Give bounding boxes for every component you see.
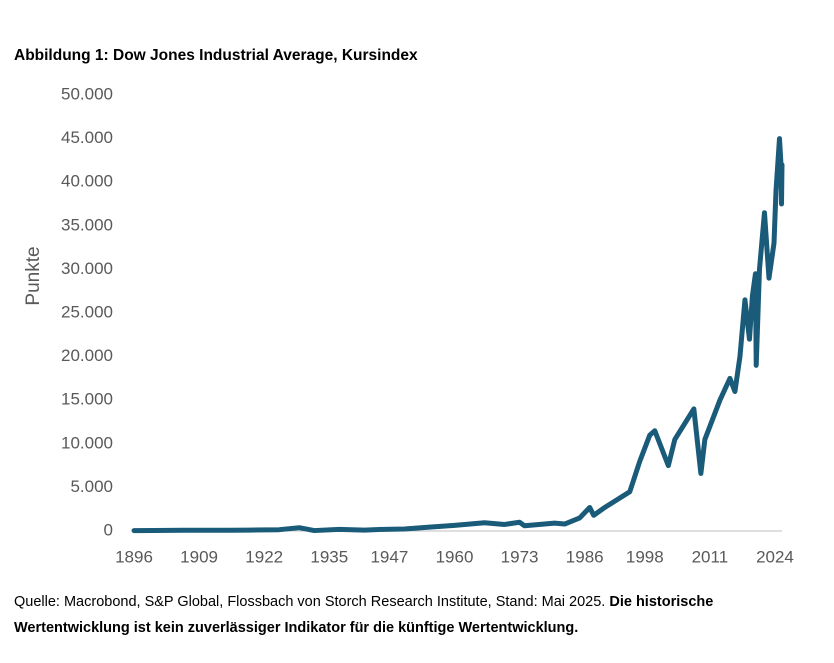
- y-tick-label: 15.000: [61, 390, 113, 409]
- x-tick-label: 2011: [692, 547, 729, 566]
- x-tick-label: 1947: [370, 547, 408, 566]
- x-tick-label: 1973: [501, 547, 539, 566]
- y-tick-label: 45.000: [61, 128, 113, 147]
- y-tick-label: 35.000: [61, 215, 113, 234]
- x-tick-label: 1986: [566, 547, 604, 566]
- x-tick-label: 1922: [245, 547, 283, 566]
- y-tick-label: 5.000: [70, 477, 113, 496]
- disclaimer-end: Wertentwicklung ist kein zuverlässiger I…: [14, 620, 578, 636]
- y-tick-label: 25.000: [61, 302, 113, 321]
- series-line: [131, 136, 785, 534]
- chart-title: Abbildung 1: Dow Jones Industrial Averag…: [14, 47, 418, 64]
- y-tick-label: 10.000: [61, 433, 113, 452]
- x-tick-label: 1998: [626, 547, 664, 566]
- y-tick-label: 20.000: [61, 346, 113, 365]
- y-axis-label: Punkte: [23, 246, 44, 305]
- y-tick-label: 50.000: [61, 84, 113, 103]
- x-tick-label: 1896: [115, 547, 153, 566]
- x-tick-label: 1960: [436, 547, 474, 566]
- x-tick-label: 1935: [310, 547, 348, 566]
- source: Quelle: Macrobond, S&P Global, Flossbach…: [14, 594, 605, 610]
- x-tick-label: 1909: [180, 547, 218, 566]
- x-tick-label: 2024: [756, 547, 794, 566]
- y-tick-label: 0: [104, 520, 113, 539]
- y-tick-label: 40.000: [61, 172, 113, 191]
- y-tick-label: 30.000: [61, 259, 113, 278]
- disclaimer-start: Die historische: [609, 594, 713, 610]
- footnote: Quelle: Macrobond, S&P Global, Flossbach…: [14, 594, 713, 610]
